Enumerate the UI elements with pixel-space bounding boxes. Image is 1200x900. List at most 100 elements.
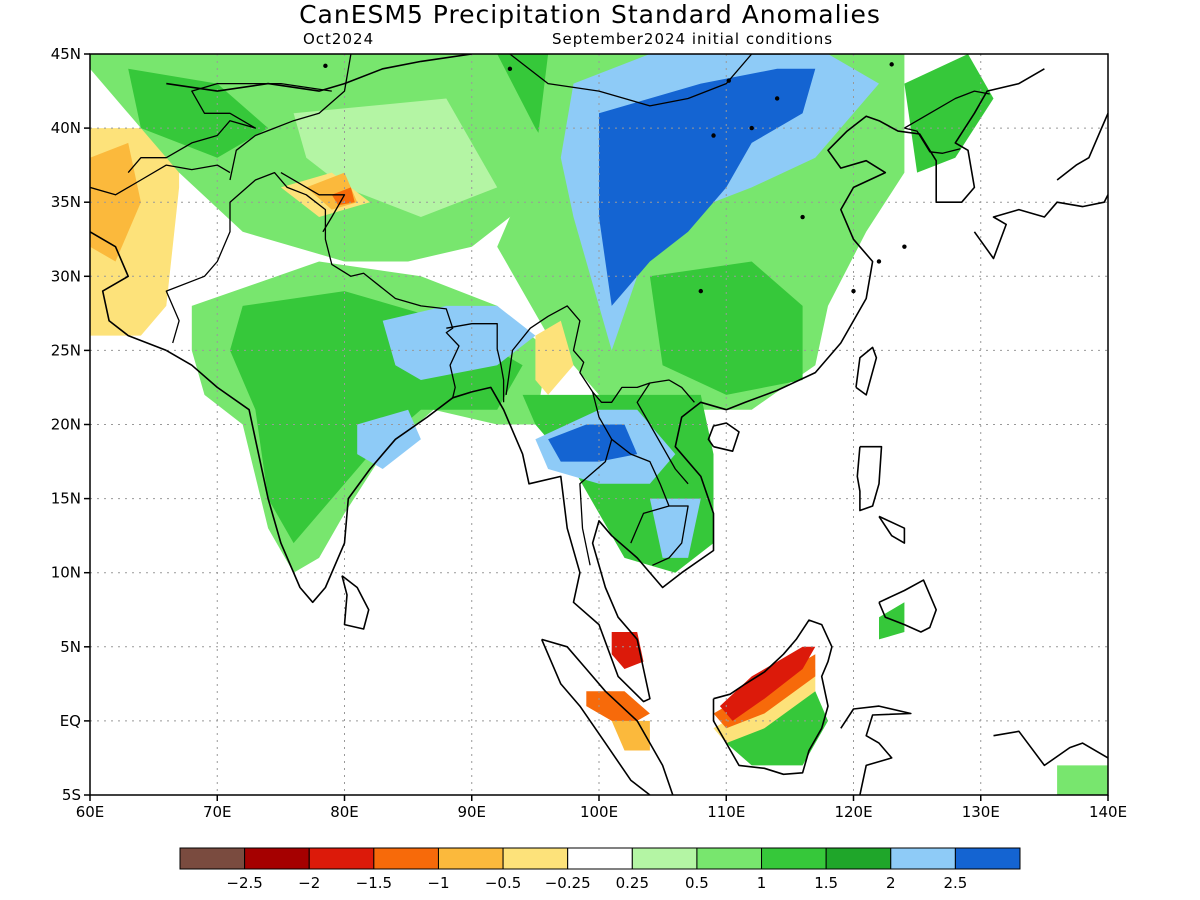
colorbar-swatch	[631, 847, 698, 870]
colorbar-label: 0.5	[685, 874, 709, 892]
country-borders	[90, 54, 990, 566]
coastline	[856, 445, 883, 512]
coastline	[840, 705, 912, 795]
colorbar-label: 2	[886, 874, 896, 892]
country-border	[508, 54, 792, 107]
lon-tick-label: 130E	[962, 803, 1000, 821]
colorbar-label: −0.25	[545, 874, 591, 892]
colorbar: −2.5 −2 −1.5 −1 −0.5 −0.25 0.25 0.5 1 1.5 2 2.5	[179, 847, 1021, 892]
colorbar-swatch	[244, 847, 310, 870]
small-islands	[323, 62, 907, 294]
lon-tick-label: 70E	[203, 803, 232, 821]
lat-tick-label: 5N	[60, 638, 81, 656]
lon-tick-label: 80E	[330, 803, 359, 821]
lat-tick-label: 35N	[51, 193, 81, 211]
colorbar-label: 2.5	[943, 874, 967, 892]
island-dot	[507, 66, 513, 72]
latitude-axis: 45N 40N 35N 30N 25N 20N 15N 10N 5N EQ 5S	[51, 45, 90, 804]
colorbar-label: −0.5	[485, 874, 521, 892]
coastline	[707, 422, 740, 453]
country-border	[505, 305, 695, 403]
coastline	[1056, 112, 1108, 181]
country-border	[904, 127, 961, 154]
country-border	[630, 505, 670, 544]
plot-area	[90, 54, 1108, 795]
coastline	[165, 68, 1045, 703]
coastlines	[90, 54, 1108, 795]
initial-conditions: September2024 initial conditions	[552, 30, 834, 48]
lat-tick-label: EQ	[60, 712, 81, 730]
colorbar-swatch	[437, 847, 504, 870]
anomaly-region-philippines-green	[879, 602, 905, 640]
colorbar-swatch	[567, 847, 633, 870]
lon-tick-label: 140E	[1089, 803, 1127, 821]
lon-tick-label: 110E	[707, 803, 745, 821]
coastline	[541, 638, 674, 795]
lon-tick-label: 120E	[834, 803, 872, 821]
country-border	[165, 171, 460, 398]
colorbar-swatch	[761, 847, 827, 870]
island-dot	[851, 288, 856, 294]
country-border	[127, 82, 332, 174]
country-border	[904, 90, 990, 129]
colorbar-label: −1.5	[356, 874, 392, 892]
anomaly-region-sumatra-dry	[611, 720, 650, 751]
map-title: CanESM5 Precipitation Standard Anomalies	[299, 0, 881, 29]
country-border	[90, 164, 231, 196]
lat-tick-label: 30N	[51, 267, 81, 285]
colorbar-label: 0.25	[616, 874, 649, 892]
colorbar-swatch	[179, 847, 246, 870]
colorbar-swatch	[502, 847, 569, 870]
country-border	[280, 172, 346, 233]
coastline	[973, 194, 1108, 260]
anomaly-region-central-asia-green-inner	[128, 68, 269, 158]
lat-tick-label: 15N	[51, 490, 81, 508]
anomaly-region-sumatra-orange	[586, 691, 650, 729]
lon-tick-label: 60E	[76, 803, 105, 821]
forecast-month: Oct2024	[303, 30, 375, 48]
island-dot	[726, 78, 731, 83]
island-dot	[902, 244, 907, 249]
coastline	[341, 575, 370, 630]
lat-tick-label: 5S	[62, 786, 81, 804]
colorbar-label: 1	[757, 874, 767, 892]
colorbar-swatch	[890, 847, 956, 870]
colorbar-swatch	[696, 847, 763, 870]
coastline	[878, 515, 906, 544]
anomaly-region-borneo-red	[719, 646, 816, 721]
colorbar-label: −1	[427, 874, 449, 892]
anomaly-region-borneo-green	[726, 691, 828, 766]
colorbar-swatch	[825, 847, 892, 870]
coastline	[540, 639, 651, 795]
colorbar-swatch	[308, 847, 375, 870]
anomaly-region-malaya-red	[611, 632, 644, 669]
coastline	[878, 579, 938, 633]
lat-tick-label: 45N	[51, 45, 81, 63]
country-border	[579, 391, 613, 566]
anomaly-region-new-guinea-green	[1057, 765, 1108, 795]
country-border	[636, 382, 689, 485]
colorbar-swatch	[954, 847, 1021, 870]
island-dot	[774, 96, 780, 101]
colorbar-label: 1.5	[814, 874, 838, 892]
island-dot	[323, 63, 328, 69]
anomaly-region-china-blue	[599, 68, 816, 306]
coastline	[993, 730, 1108, 767]
coastline	[855, 346, 878, 396]
anomaly-region-myanmar-dry	[535, 320, 574, 395]
lat-tick-label: 40N	[51, 119, 81, 137]
anomaly-region-cambodia-light-blue	[649, 498, 701, 558]
coastline	[712, 619, 833, 776]
island-dot	[889, 62, 894, 67]
lon-tick-label: 90E	[457, 803, 486, 821]
lon-tick-label: 100E	[580, 803, 618, 821]
anomaly-region-bay-light-blue	[357, 409, 421, 469]
coastline	[166, 54, 472, 92]
longitude-axis: 60E 70E 80E 90E 100E 110E 120E 130E 140E	[76, 795, 1127, 821]
island-dot	[698, 288, 703, 294]
lat-tick-label: 10N	[51, 564, 81, 582]
island-dot	[800, 214, 805, 220]
colorbar-label: −2	[298, 874, 320, 892]
anomaly-fills	[90, 54, 1108, 795]
